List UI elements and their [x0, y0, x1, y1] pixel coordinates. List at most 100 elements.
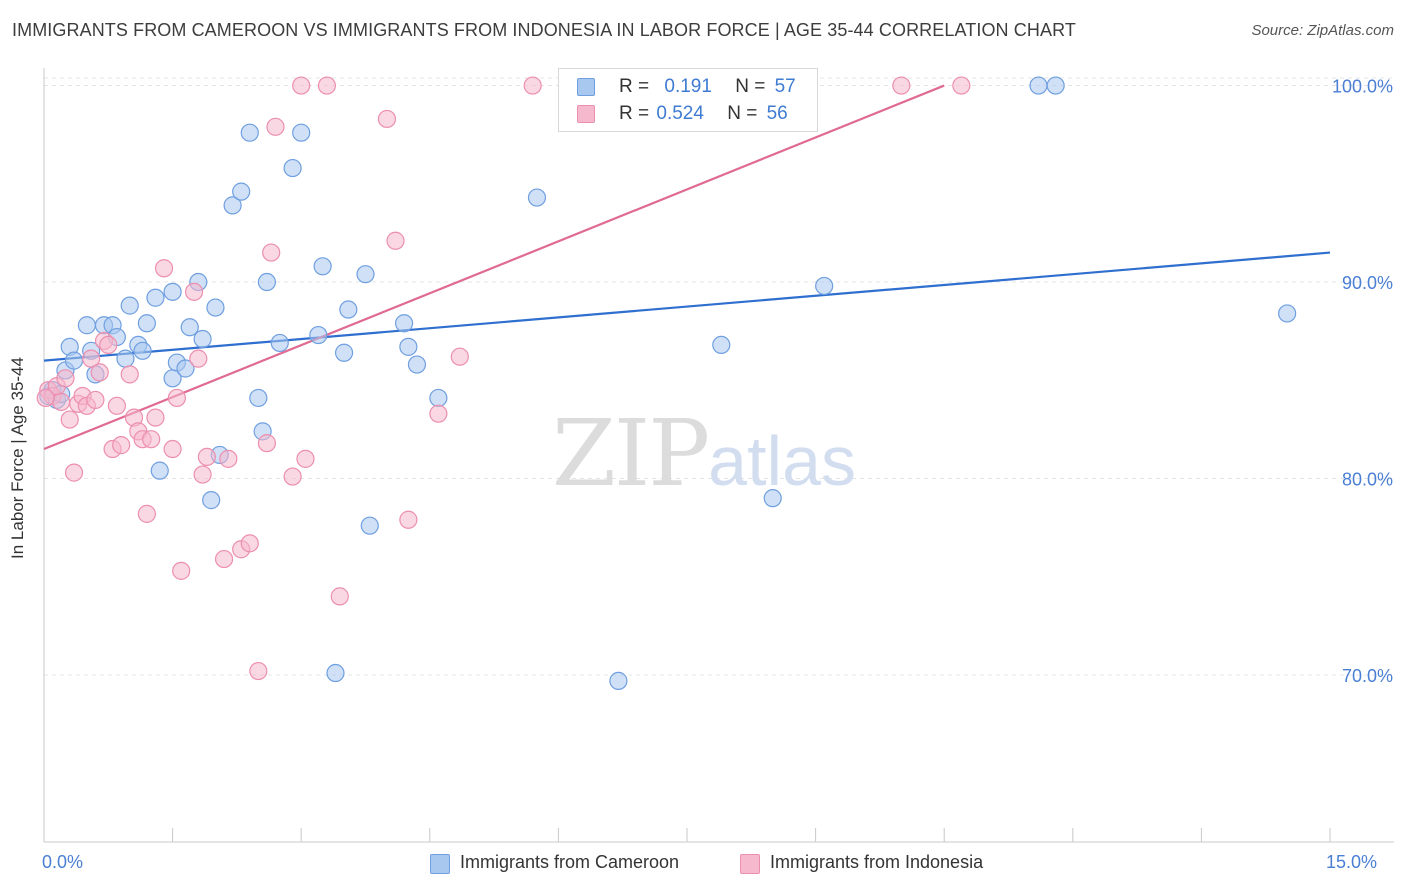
point-cameroon: [527, 188, 547, 207]
point-cameroon: [133, 341, 152, 360]
point-indonesia: [317, 76, 337, 95]
point-cameroon: [240, 123, 259, 142]
point-indonesia: [283, 467, 302, 486]
point-indonesia: [142, 430, 161, 449]
point-indonesia: [197, 447, 216, 466]
point-indonesia: [52, 392, 71, 411]
point-indonesia: [64, 463, 84, 482]
point-cameroon: [1278, 304, 1297, 323]
point-indonesia: [296, 449, 315, 468]
point-indonesia: [523, 76, 542, 95]
point-cameroon: [163, 282, 182, 301]
point-cameroon: [326, 663, 345, 683]
point-indonesia: [330, 587, 349, 606]
y-axis-label: In Labor Force | Age 35-44: [8, 357, 27, 559]
point-indonesia: [154, 259, 174, 278]
watermark-zip: ZIP: [552, 400, 710, 507]
point-cameroon: [137, 314, 156, 333]
chart-title: IMMIGRANTS FROM CAMEROON VS IMMIGRANTS F…: [12, 20, 1076, 40]
point-cameroon: [313, 257, 332, 276]
point-cameroon: [193, 329, 212, 349]
point-indonesia: [60, 410, 79, 429]
point-cameroon: [339, 300, 358, 319]
point-cameroon: [309, 325, 328, 345]
y-tick-label: 70.0%: [1342, 666, 1393, 686]
data-points: [36, 76, 1297, 690]
source-label: Source: ZipAtlas.com: [1251, 22, 1394, 39]
point-cameroon: [394, 314, 414, 333]
legend-row-indonesia: R = 0.524 N = 56: [619, 103, 788, 125]
point-indonesia: [399, 510, 418, 529]
axes: [43, 68, 1394, 843]
point-cameroon: [206, 298, 225, 317]
point-indonesia: [172, 561, 191, 580]
point-cameroon: [399, 337, 418, 356]
legend-r-value-indonesia: 0.524: [656, 103, 704, 124]
point-cameroon: [334, 343, 354, 362]
point-indonesia: [146, 408, 165, 427]
point-indonesia: [292, 76, 311, 95]
x-tick-max: 15.0%: [1326, 852, 1378, 872]
point-indonesia: [90, 363, 109, 382]
point-indonesia: [219, 449, 238, 468]
point-indonesia: [214, 549, 234, 569]
watermark-atlas: atlas: [708, 422, 857, 500]
point-indonesia: [240, 534, 259, 553]
trend-line-indonesia: [43, 84, 945, 451]
point-indonesia: [86, 390, 105, 410]
point-indonesia: [137, 504, 156, 523]
point-indonesia: [377, 109, 397, 129]
point-indonesia: [189, 349, 208, 368]
point-indonesia: [429, 404, 448, 423]
trend-lines: [43, 84, 1331, 451]
point-cameroon: [815, 276, 834, 296]
point-indonesia: [36, 388, 55, 408]
point-indonesia: [163, 439, 182, 459]
point-indonesia: [120, 365, 139, 384]
point-indonesia: [249, 661, 268, 681]
point-indonesia: [184, 282, 204, 301]
point-cameroon: [116, 349, 135, 368]
point-cameroon: [180, 318, 199, 337]
point-cameroon: [356, 265, 375, 284]
legend-swatch-cameroon: [577, 78, 595, 96]
y-tick-label: 80.0%: [1342, 470, 1393, 490]
legend-r-value-cameroon: 0.191: [664, 76, 712, 97]
point-cameroon: [609, 671, 628, 690]
legend-n-label: N =: [727, 103, 758, 124]
y-tick-label: 90.0%: [1342, 273, 1393, 293]
point-cameroon: [176, 359, 195, 378]
point-cameroon: [1029, 76, 1048, 95]
point-cameroon: [712, 335, 731, 354]
bottom-legend-indonesia: Immigrants from Indonesia: [770, 852, 984, 872]
gridlines: [44, 77, 1394, 676]
point-indonesia: [262, 243, 281, 262]
watermark: ZIPatlas: [552, 400, 856, 507]
point-cameroon: [77, 316, 96, 335]
point-cameroon: [429, 388, 448, 408]
legend-r-label: R =: [619, 76, 650, 97]
point-indonesia: [107, 396, 126, 415]
legend-row-cameroon: R = 0.191 N = 57: [619, 76, 796, 98]
point-cameroon: [1046, 76, 1065, 95]
point-indonesia: [450, 347, 469, 366]
bottom-legend-cameroon: Immigrants from Cameroon: [460, 852, 680, 872]
legend-n-value-cameroon: 57: [774, 76, 796, 97]
point-cameroon: [283, 158, 302, 178]
point-cameroon: [64, 351, 84, 370]
point-indonesia: [257, 434, 277, 453]
point-indonesia: [193, 465, 212, 484]
bottom-legend-swatch-cameroon: [430, 854, 450, 874]
point-indonesia: [386, 231, 405, 250]
point-cameroon: [150, 461, 169, 480]
point-indonesia: [266, 117, 285, 136]
y-tick-label: 100.0%: [1332, 77, 1393, 97]
legend-n-label: N =: [735, 76, 766, 97]
point-cameroon: [407, 355, 427, 374]
point-cameroon: [223, 196, 242, 215]
point-cameroon: [146, 288, 165, 307]
point-indonesia: [56, 369, 75, 388]
y-tick-labels: 70.0% 80.0% 90.0% 100.0%: [1332, 77, 1393, 686]
legend-r-label: R =: [619, 103, 650, 124]
